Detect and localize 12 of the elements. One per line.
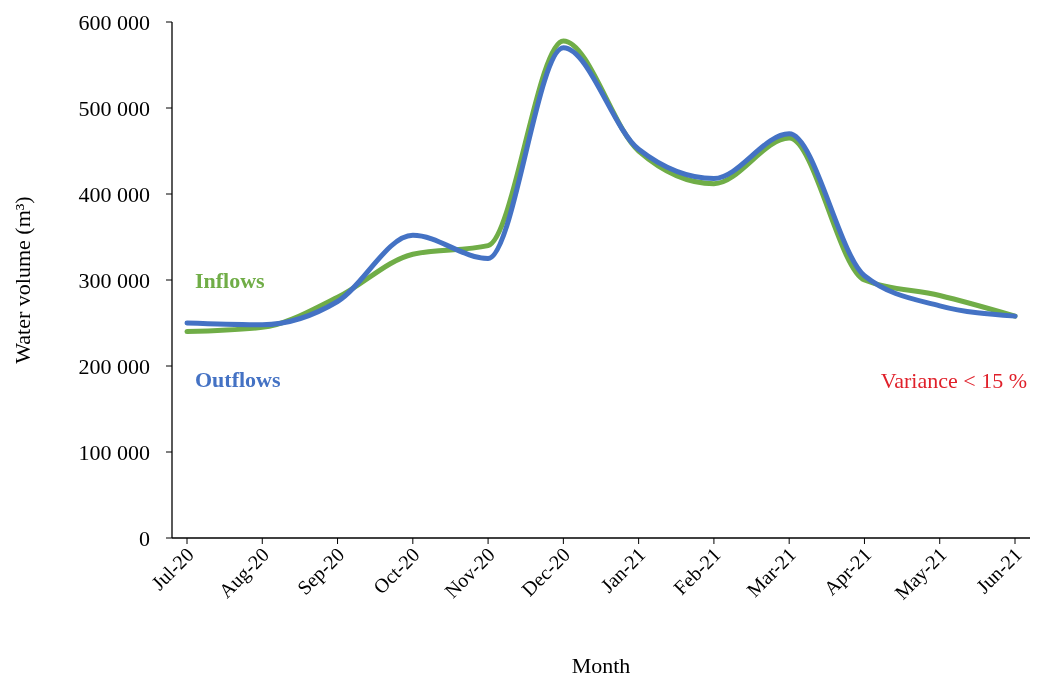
y-tick-label: 400 000 xyxy=(78,181,150,207)
series-label: Inflows xyxy=(195,267,266,293)
y-tick-label: 500 000 xyxy=(78,95,150,121)
x-axis-title: Month xyxy=(571,653,631,678)
series-label: Outflows xyxy=(195,367,281,392)
y-tick-label: 100 000 xyxy=(78,439,150,465)
y-tick-label: 600 000 xyxy=(78,9,150,35)
y-tick-label: 200 000 xyxy=(78,353,150,379)
annotation: Variance < 15 % xyxy=(880,368,1027,393)
y-axis-title: Water volume (m³) xyxy=(10,196,35,364)
y-tick-label: 0 xyxy=(139,525,150,551)
y-tick-label: 300 000 xyxy=(78,267,150,293)
